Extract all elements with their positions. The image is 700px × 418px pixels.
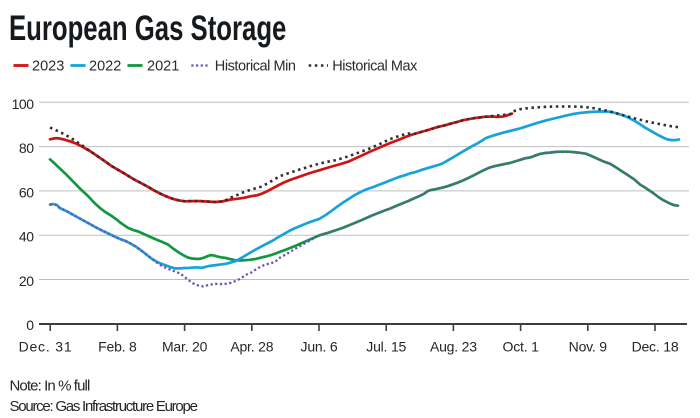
- svg-text:2021: 2021: [147, 58, 179, 74]
- svg-text:Jun. 6: Jun. 6: [301, 339, 338, 355]
- svg-text:Mar. 20: Mar. 20: [162, 339, 208, 355]
- svg-text:0: 0: [26, 317, 34, 333]
- svg-text:2023: 2023: [32, 58, 64, 74]
- svg-text:20: 20: [19, 273, 34, 289]
- svg-text:60: 60: [19, 184, 34, 200]
- svg-text:Feb. 8: Feb. 8: [98, 339, 137, 355]
- svg-text:Apr. 28: Apr. 28: [230, 339, 273, 355]
- svg-text:Oct. 1: Oct. 1: [503, 339, 540, 355]
- svg-text:Dec. 18: Dec. 18: [632, 339, 679, 355]
- svg-text:2022: 2022: [89, 58, 121, 74]
- svg-text:Dec. 31: Dec. 31: [19, 339, 73, 355]
- svg-text:Nov. 9: Nov. 9: [569, 339, 608, 355]
- svg-text:Note: In % full: Note: In % full: [10, 378, 90, 395]
- svg-text:Historical Max: Historical Max: [332, 58, 418, 74]
- svg-text:Historical Min: Historical Min: [215, 58, 296, 74]
- svg-text:Aug. 23: Aug. 23: [430, 339, 477, 355]
- svg-text:100: 100: [12, 96, 35, 112]
- svg-text:80: 80: [19, 140, 34, 156]
- svg-text:Jul. 15: Jul. 15: [366, 339, 406, 355]
- svg-text:40: 40: [19, 229, 34, 245]
- svg-text:Source: Gas Infrastructure Eur: Source: Gas Infrastructure Europe: [10, 398, 198, 415]
